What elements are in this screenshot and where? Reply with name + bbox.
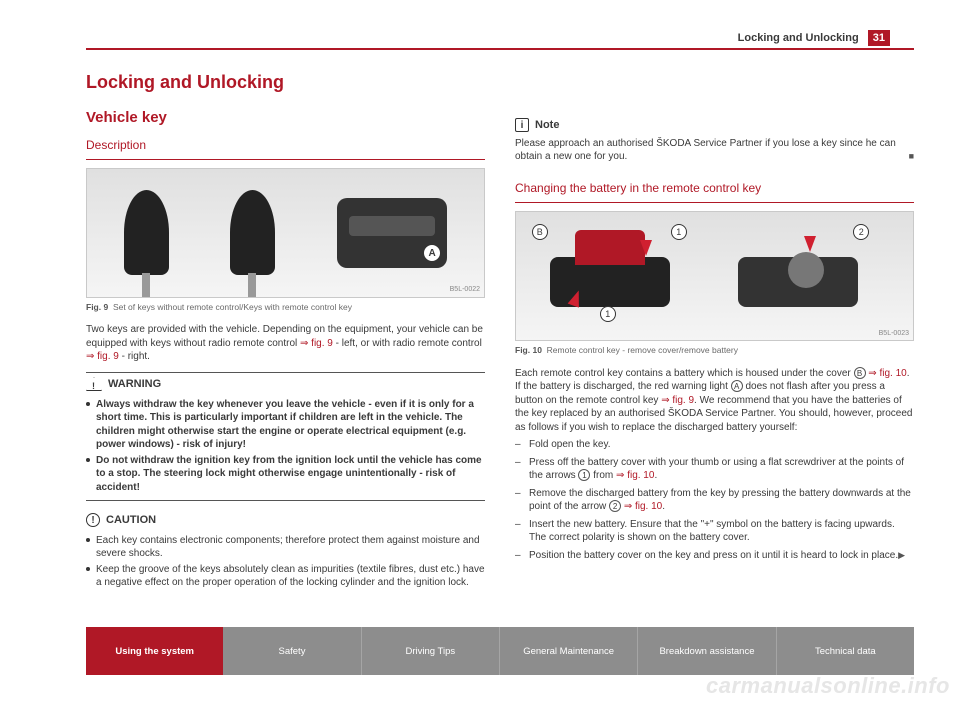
- bullet-icon: [86, 538, 90, 542]
- header-rule: [86, 48, 914, 50]
- fig10-left: B 1 1: [530, 222, 711, 330]
- nav-technical-data[interactable]: Technical data: [776, 627, 914, 675]
- remote-buttons-icon: [349, 216, 435, 236]
- crossref: ⇒ fig. 10: [624, 501, 662, 512]
- caution-icon: !: [86, 513, 100, 527]
- callout-label: B: [854, 367, 866, 379]
- callout-label: 2: [609, 500, 621, 512]
- nav-safety[interactable]: Safety: [223, 627, 360, 675]
- crossref: ⇒ fig. 9: [300, 338, 333, 349]
- figure-id: B5L-0023: [879, 329, 909, 338]
- end-mark-icon: ▶: [898, 549, 905, 561]
- caption-text: Set of keys without remote control/Keys …: [113, 302, 352, 312]
- callout-1: 1: [600, 306, 616, 322]
- remote-cover-icon: [575, 230, 645, 265]
- figure-10: B 1 1 2 B5L-0023: [515, 211, 914, 341]
- crossref: ⇒ fig. 10: [868, 368, 906, 379]
- nav-general-maintenance[interactable]: General Maintenance: [499, 627, 637, 675]
- dash-icon: –: [515, 456, 523, 483]
- bullet-item: Do not withdraw the ignition key from th…: [86, 454, 485, 495]
- bullet-item: Always withdraw the key whenever you lea…: [86, 398, 485, 452]
- dash-icon: –: [515, 549, 523, 563]
- watermark: carmanualsonline.info: [706, 673, 950, 699]
- caption-text: Remote control key - remove cover/remove…: [547, 345, 738, 355]
- callout-label: A: [731, 380, 743, 392]
- nav-driving-tips[interactable]: Driving Tips: [361, 627, 499, 675]
- crossref: ⇒ fig. 9: [86, 351, 119, 362]
- crossref: ⇒ fig. 10: [616, 470, 654, 481]
- figure-9: A B5L-0022: [86, 168, 485, 298]
- warning-body: Always withdraw the key whenever you lea…: [86, 394, 485, 501]
- bullet-item: Each key contains electronic components;…: [86, 534, 485, 561]
- figure-10-content: B 1 1 2: [516, 212, 913, 340]
- page-number: 31: [868, 30, 890, 46]
- crossref: ⇒ fig. 9: [661, 395, 694, 406]
- section-title: Vehicle key: [86, 108, 485, 128]
- caution-title: CAUTION: [106, 513, 156, 528]
- callout-label: 1: [578, 469, 590, 481]
- key-icon: [230, 190, 275, 275]
- content-columns: Locking and Unlocking Vehicle key Descri…: [86, 70, 914, 613]
- note-box: i Note Please approach an authorised ŠKO…: [515, 114, 914, 168]
- callout-a: A: [423, 244, 441, 262]
- warning-title: WARNING: [108, 377, 161, 392]
- note-icon: i: [515, 118, 529, 132]
- right-column: i Note Please approach an authorised ŠKO…: [515, 70, 914, 613]
- caption-num: Fig. 10: [515, 345, 542, 355]
- subsection-rule: [515, 202, 914, 203]
- remote-key-icon: A: [337, 198, 447, 268]
- caption-num: Fig. 9: [86, 302, 108, 312]
- caution-body: Each key contains electronic components;…: [86, 530, 485, 596]
- dash-icon: –: [515, 518, 523, 545]
- caution-box: ! CAUTION Each key contains electronic c…: [86, 509, 485, 596]
- dash-icon: –: [515, 438, 523, 452]
- arrow-icon: [804, 236, 816, 252]
- paragraph: Each remote control key contains a batte…: [515, 367, 914, 435]
- note-body: Please approach an authorised ŠKODA Serv…: [515, 135, 914, 168]
- warning-icon: !: [86, 377, 102, 391]
- chapter-title: Locking and Unlocking: [86, 70, 485, 94]
- step-item: –Remove the discharged battery from the …: [515, 487, 914, 514]
- step-item: –Insert the new battery. Ensure that the…: [515, 518, 914, 545]
- box-rule: [86, 500, 485, 501]
- nav-using-system[interactable]: Using the system: [86, 627, 223, 675]
- callout-2: 2: [853, 224, 869, 240]
- figure-9-caption: Fig. 9 Set of keys without remote contro…: [86, 302, 485, 313]
- header-title: Locking and Unlocking: [738, 32, 859, 44]
- caution-header: ! CAUTION: [86, 509, 485, 530]
- fig10-right: 2: [718, 222, 899, 330]
- arrow-icon: [640, 240, 652, 256]
- bullet-icon: [86, 402, 90, 406]
- dash-icon: –: [515, 487, 523, 514]
- figure-id: B5L-0022: [450, 285, 480, 294]
- subsection-title: Changing the battery in the remote contr…: [515, 180, 914, 196]
- warning-box: ! WARNING Always withdraw the key whenev…: [86, 372, 485, 501]
- end-mark-icon: ■: [909, 150, 914, 162]
- warning-header: ! WARNING: [86, 373, 485, 394]
- nav-breakdown[interactable]: Breakdown assistance: [637, 627, 775, 675]
- step-item: –Position the battery cover on the key a…: [515, 549, 914, 563]
- footer-nav: Using the system Safety Driving Tips Gen…: [86, 627, 914, 675]
- bullet-item: Keep the groove of the keys absolutely c…: [86, 563, 485, 590]
- callout-b: B: [532, 224, 548, 240]
- figure-9-content: A: [87, 169, 484, 297]
- note-header: i Note: [515, 114, 914, 135]
- key-icon: [124, 190, 169, 275]
- subsection-title: Description: [86, 137, 485, 153]
- left-column: Locking and Unlocking Vehicle key Descri…: [86, 70, 485, 613]
- step-item: –Press off the battery cover with your t…: [515, 456, 914, 483]
- bullet-icon: [86, 567, 90, 571]
- subsection-rule: [86, 159, 485, 160]
- callout-1: 1: [671, 224, 687, 240]
- paragraph: Two keys are provided with the vehicle. …: [86, 323, 485, 364]
- bullet-icon: [86, 458, 90, 462]
- figure-10-caption: Fig. 10 Remote control key - remove cove…: [515, 345, 914, 356]
- step-item: –Fold open the key.: [515, 438, 914, 452]
- running-header: Locking and Unlocking 31: [738, 30, 890, 46]
- note-title: Note: [535, 118, 559, 133]
